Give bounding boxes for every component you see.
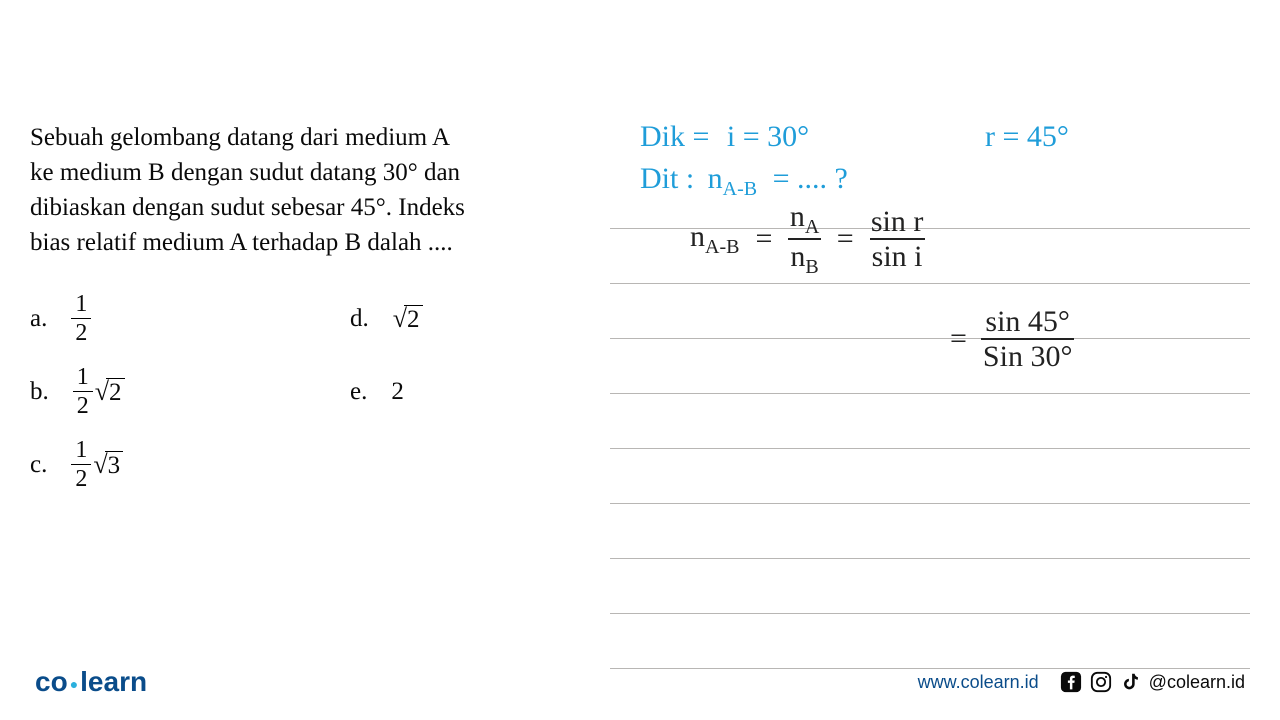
logo: co●learn xyxy=(35,666,147,698)
content-area: Sebuah gelombang datang dari medium A ke… xyxy=(30,120,1250,493)
facebook-icon[interactable] xyxy=(1059,670,1083,694)
instagram-icon[interactable] xyxy=(1089,670,1113,694)
option-a-value: 1 2 xyxy=(71,290,91,347)
ruled-line xyxy=(610,339,1250,394)
option-d: d. √2 xyxy=(350,290,490,347)
option-e-letter: e. xyxy=(350,378,367,406)
logo-co: co xyxy=(35,666,68,697)
option-c-value: 1 2 √3 xyxy=(71,436,123,493)
option-d-value: √2 xyxy=(393,304,423,334)
social-icons: @colearn.id xyxy=(1059,670,1245,694)
option-row-1: a. 1 2 d. √2 xyxy=(30,290,610,347)
tiktok-icon[interactable] xyxy=(1119,670,1143,694)
hw-eq1: nA-B = nA nB = sin r sin i xyxy=(690,200,925,278)
ruled-line xyxy=(610,504,1250,559)
question-text: Sebuah gelombang datang dari medium A ke… xyxy=(30,120,610,260)
ruled-line xyxy=(610,614,1250,669)
logo-learn: learn xyxy=(80,666,147,697)
q-line3: dibiaskan dengan sudut sebesar 45°. Inde… xyxy=(30,194,465,221)
option-b-letter: b. xyxy=(30,378,49,406)
hw-dik: Dik = i = 30° xyxy=(640,120,809,154)
option-b: b. 1 2 √2 xyxy=(30,363,170,420)
hw-eq2: = sin 45° Sin 30° xyxy=(950,305,1074,373)
option-row-3: c. 1 2 √3 xyxy=(30,436,610,493)
option-e-value: 2 xyxy=(391,378,404,406)
footer: co●learn www.colearn.id @colearn.id xyxy=(35,666,1245,698)
option-e: e. 2 xyxy=(350,363,490,420)
option-d-letter: d. xyxy=(350,305,369,333)
logo-dot-icon: ● xyxy=(68,676,80,692)
work-column: Dik = i = 30° r = 45° Dit : nA-B = .... … xyxy=(610,120,1250,493)
option-b-value: 1 2 √2 xyxy=(73,363,125,420)
option-c: c. 1 2 √3 xyxy=(30,436,170,493)
ruled-line xyxy=(610,559,1250,614)
option-a: a. 1 2 xyxy=(30,290,170,347)
hw-dit: Dit : nA-B = .... ? xyxy=(640,162,848,201)
footer-right: www.colearn.id @colearn.id xyxy=(918,670,1245,694)
q-line4: bias relatif medium A terhadap B dalah .… xyxy=(30,229,453,256)
question-column: Sebuah gelombang datang dari medium A ke… xyxy=(30,120,610,493)
ruled-line xyxy=(610,394,1250,449)
options-list: a. 1 2 d. √2 b. xyxy=(30,290,610,493)
ruled-line xyxy=(610,284,1250,339)
ruled-line xyxy=(610,449,1250,504)
hw-dik-r: r = 45° xyxy=(985,120,1069,154)
q-line2: ke medium B dengan sudut datang 30° dan xyxy=(30,159,460,186)
social-handle[interactable]: @colearn.id xyxy=(1149,672,1245,693)
option-a-letter: a. xyxy=(30,305,47,333)
option-row-2: b. 1 2 √2 e. 2 xyxy=(30,363,610,420)
footer-url[interactable]: www.colearn.id xyxy=(918,672,1039,693)
option-c-letter: c. xyxy=(30,451,47,479)
q-line1: Sebuah gelombang datang dari medium A xyxy=(30,124,450,151)
